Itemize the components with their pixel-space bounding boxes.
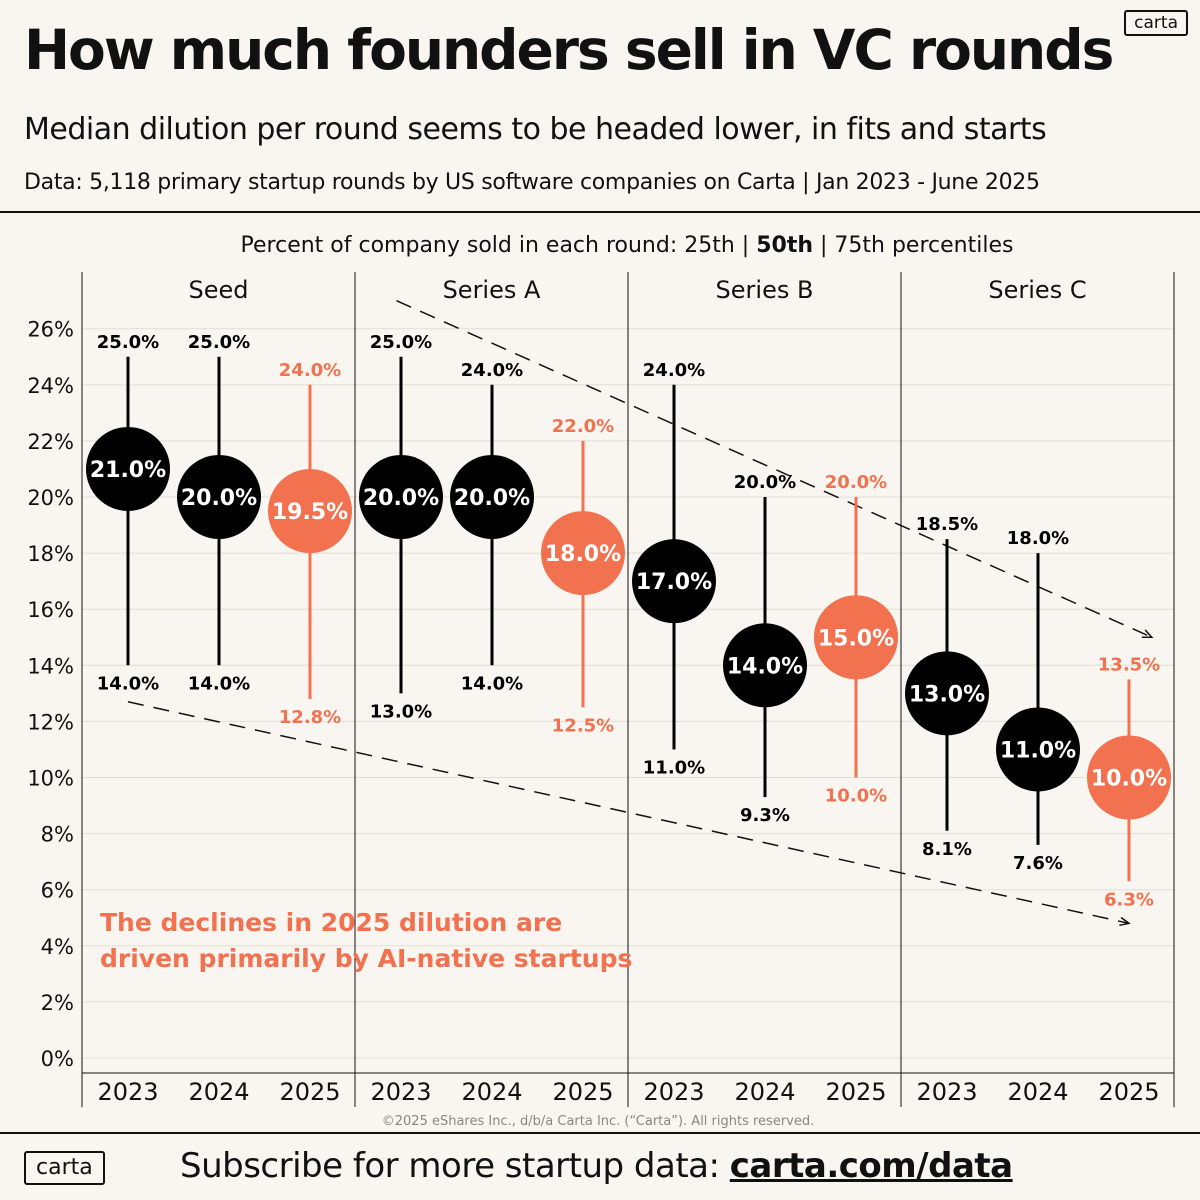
median-dot <box>268 469 352 554</box>
chart-title: Percent of company sold in each round: 2… <box>241 233 1014 258</box>
x-tick-label: 2025 <box>1098 1078 1159 1106</box>
median-label: 19.5% <box>272 500 348 525</box>
median-label: 20.0% <box>363 486 439 511</box>
page-title: How much founders sell in VC rounds <box>24 18 1114 82</box>
carta-logo-bottom: carta <box>24 1151 105 1185</box>
median-label: 20.0% <box>454 486 530 511</box>
subscribe-cta: Subscribe for more startup data: carta.c… <box>180 1146 1013 1186</box>
panel-header: Series A <box>443 276 541 304</box>
chart-title-part: Percent of company sold in each round: 2… <box>241 233 757 258</box>
x-tick-label: 2025 <box>279 1078 340 1106</box>
y-tick-label: 6% <box>41 879 74 903</box>
subscribe-text: Subscribe for more startup data: <box>180 1146 730 1186</box>
panel-header: Series C <box>988 276 1086 304</box>
panel-header: Seed <box>189 276 249 304</box>
p25-label: 10.0% <box>825 786 887 807</box>
x-tick-label: 2023 <box>643 1078 704 1106</box>
median-label: 21.0% <box>90 458 166 483</box>
p25-label: 11.0% <box>643 757 705 778</box>
header-divider <box>0 211 1200 213</box>
x-tick-label: 2023 <box>916 1078 977 1106</box>
median-label: 17.0% <box>636 570 712 595</box>
p25-label: 12.5% <box>552 715 614 736</box>
p25-label: 13.0% <box>370 701 432 722</box>
y-tick-label: 16% <box>27 598 74 622</box>
dilution-chart: Percent of company sold in each round: 2… <box>27 233 1175 1129</box>
p25-label: 9.3% <box>740 805 790 826</box>
page-subtitle: Median dilution per round seems to be he… <box>24 112 1047 147</box>
median-dot <box>905 651 989 736</box>
p75-label: 20.0% <box>734 472 796 493</box>
y-tick-label: 18% <box>27 542 74 566</box>
copyright-note: ©2025 eShares Inc., d/b/a Carta Inc. (“C… <box>382 1114 815 1129</box>
panel-header: Series B <box>716 276 814 304</box>
p25-label: 7.6% <box>1013 853 1063 874</box>
chart-title-part: | 75th percentiles <box>813 233 1013 258</box>
y-tick-label: 10% <box>27 767 74 791</box>
p75-label: 20.0% <box>825 472 887 493</box>
p25-label: 14.0% <box>97 673 159 694</box>
upper-trend-line <box>396 299 1154 639</box>
x-tick-label: 2024 <box>461 1078 522 1106</box>
carta-data-link[interactable]: carta.com/data <box>729 1146 1013 1186</box>
median-label: 20.0% <box>181 486 257 511</box>
y-tick-label: 0% <box>41 1047 74 1071</box>
p75-label: 25.0% <box>370 332 432 353</box>
y-tick-label: 4% <box>41 935 74 959</box>
median-dot <box>86 426 170 511</box>
median-dot <box>541 511 625 596</box>
median-dot <box>723 623 807 708</box>
x-tick-label: 2025 <box>552 1078 613 1106</box>
p25-label: 6.3% <box>1104 889 1154 910</box>
x-tick-label: 2025 <box>825 1078 886 1106</box>
p75-label: 24.0% <box>279 360 341 381</box>
median-label: 10.0% <box>1091 767 1167 792</box>
p75-label: 24.0% <box>461 360 523 381</box>
lower-trend-line <box>127 701 1131 927</box>
y-tick-label: 26% <box>27 318 74 342</box>
y-tick-label: 22% <box>27 430 74 454</box>
carta-logo-top: carta <box>1124 10 1188 36</box>
median-dot <box>450 455 534 539</box>
annotation-text: driven primarily by AI-native startups <box>100 944 632 973</box>
p75-label: 25.0% <box>97 332 159 353</box>
chart-title-bold-part: 50th <box>756 233 813 258</box>
median-label: 14.0% <box>727 654 803 679</box>
p75-label: 25.0% <box>188 332 250 353</box>
y-tick-label: 14% <box>27 654 74 678</box>
median-dot <box>814 595 898 680</box>
x-tick-label: 2023 <box>370 1078 431 1106</box>
median-label: 18.0% <box>545 542 621 567</box>
median-dot <box>1087 735 1171 820</box>
x-tick-label: 2024 <box>188 1078 249 1106</box>
p75-label: 18.5% <box>916 514 978 535</box>
y-tick-label: 12% <box>27 710 74 734</box>
x-tick-label: 2024 <box>1007 1078 1068 1106</box>
p75-label: 18.0% <box>1007 528 1069 549</box>
median-label: 15.0% <box>818 626 894 651</box>
y-tick-label: 20% <box>27 486 74 510</box>
median-dot <box>996 707 1080 792</box>
y-tick-label: 24% <box>27 374 74 398</box>
p75-label: 13.5% <box>1098 654 1160 675</box>
data-source-note: Data: 5,118 primary startup rounds by US… <box>24 170 1040 195</box>
y-tick-label: 2% <box>41 991 74 1015</box>
p25-label: 14.0% <box>188 673 250 694</box>
p25-label: 12.8% <box>279 707 341 728</box>
annotation-text: The declines in 2025 dilution are <box>100 908 562 937</box>
median-dot <box>359 455 443 539</box>
p75-label: 22.0% <box>552 416 614 437</box>
p75-label: 24.0% <box>643 360 705 381</box>
x-tick-label: 2023 <box>97 1078 158 1106</box>
x-tick-label: 2024 <box>734 1078 795 1106</box>
p25-label: 8.1% <box>922 839 972 860</box>
p25-label: 14.0% <box>461 673 523 694</box>
median-label: 13.0% <box>909 682 985 707</box>
y-tick-label: 8% <box>41 823 74 847</box>
median-dot <box>177 455 261 539</box>
median-dot <box>632 539 716 624</box>
median-label: 11.0% <box>1000 738 1076 763</box>
footer-divider <box>0 1132 1200 1134</box>
